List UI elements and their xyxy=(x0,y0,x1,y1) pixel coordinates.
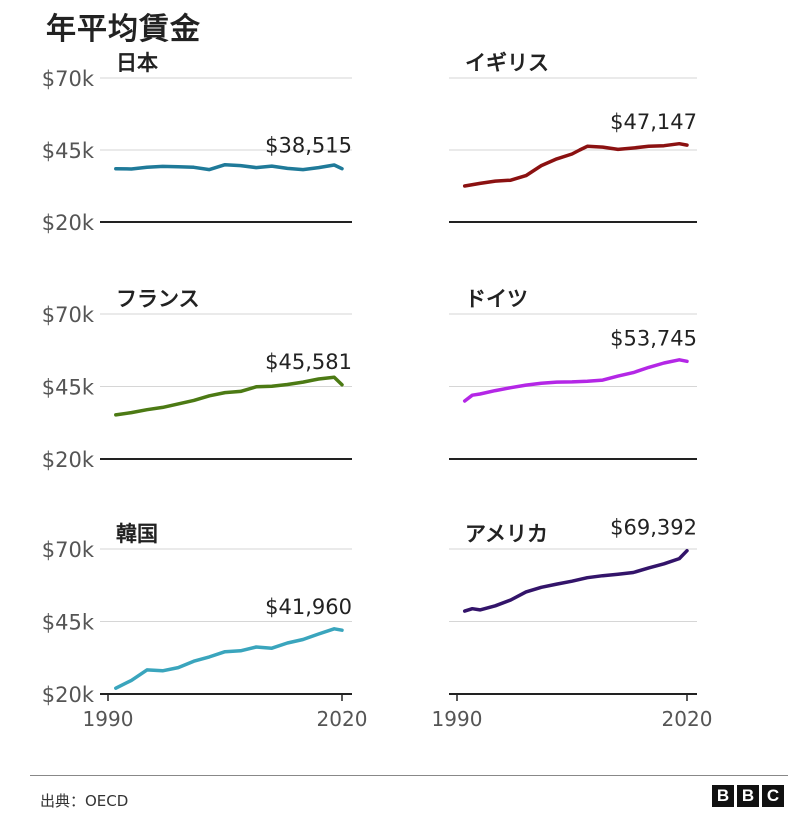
y-tick-label: $20k xyxy=(42,448,95,472)
end-value-label: $69,392 xyxy=(610,516,697,540)
y-tick-label: $70k xyxy=(42,303,95,327)
x-tick-label: 1990 xyxy=(432,707,483,731)
footer-divider xyxy=(30,775,788,776)
end-value-label: $53,745 xyxy=(610,326,697,350)
bbc-logo-letter: C xyxy=(762,785,784,807)
bbc-logo: B B C xyxy=(712,785,784,807)
series-line xyxy=(114,162,344,172)
series-line xyxy=(462,141,689,188)
panel-title: 韓国 xyxy=(116,522,158,546)
chart-title: 年平均賃金 xyxy=(46,12,201,47)
x-tick-label: 2020 xyxy=(317,707,368,731)
x-tick-label: 1990 xyxy=(83,707,134,731)
y-tick-label: $45k xyxy=(42,376,95,400)
series-line xyxy=(114,627,344,690)
end-value-label: $47,147 xyxy=(610,110,697,134)
y-tick-label: $70k xyxy=(42,538,95,562)
series-line xyxy=(462,358,689,403)
y-tick-label: $20k xyxy=(42,211,95,235)
panel-title: イギリス xyxy=(465,51,549,75)
panel-title: 日本 xyxy=(116,51,158,75)
bbc-logo-letter: B xyxy=(737,785,759,807)
x-tick-label: 2020 xyxy=(662,707,713,731)
end-value-label: $41,960 xyxy=(265,595,352,619)
y-tick-label: $45k xyxy=(42,139,95,163)
bbc-logo-letter: B xyxy=(712,785,734,807)
y-tick-label: $70k xyxy=(42,67,95,91)
panel-title: アメリカ xyxy=(465,522,548,546)
y-tick-label: $20k xyxy=(42,683,95,707)
panel-title: ドイツ xyxy=(465,287,528,311)
series-line xyxy=(114,375,344,417)
end-value-label: $45,581 xyxy=(265,350,352,374)
end-value-label: $38,515 xyxy=(265,134,352,158)
panel-title: フランス xyxy=(116,287,200,311)
y-tick-label: $45k xyxy=(42,611,95,635)
source-note: 出典：OECD xyxy=(40,792,129,810)
series-line xyxy=(462,548,689,613)
